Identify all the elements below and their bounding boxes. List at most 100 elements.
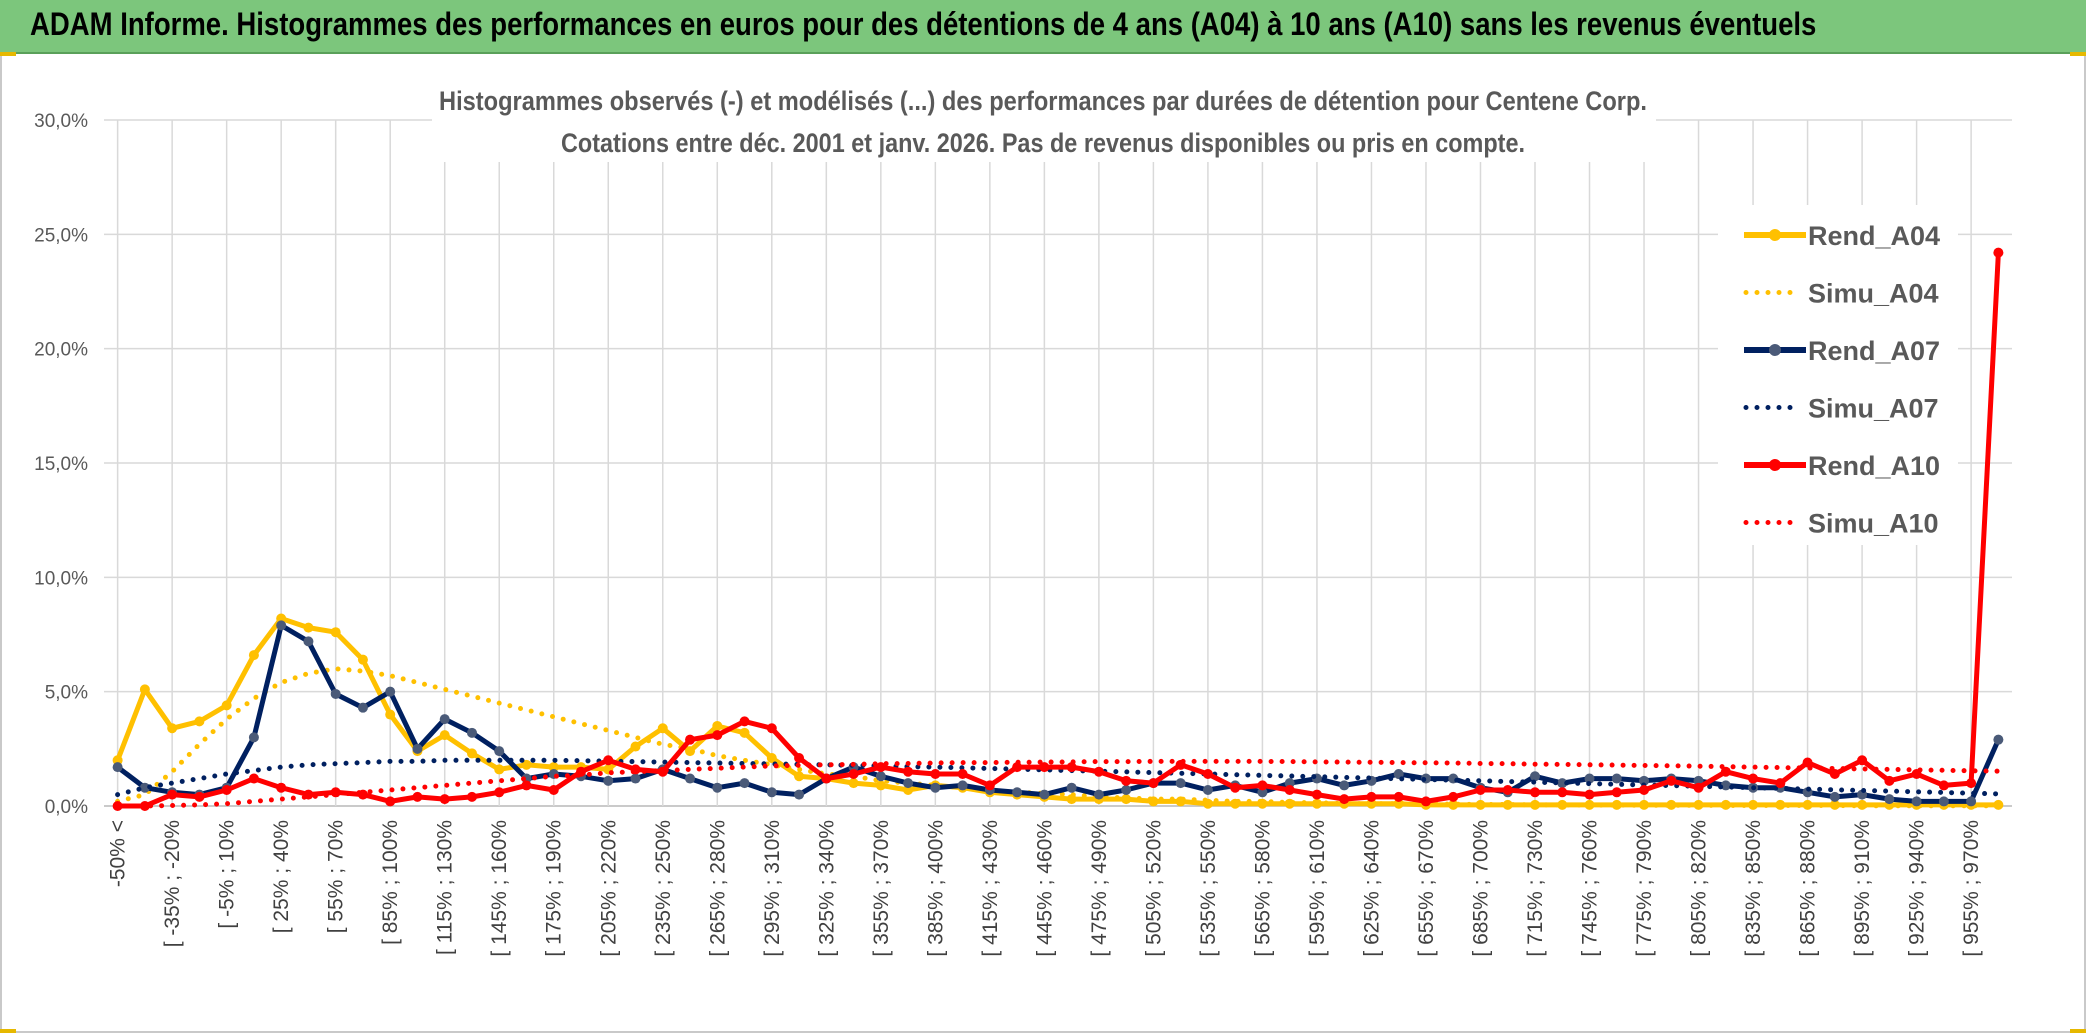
x-tick-label: [ 625% ; 640% [1360, 820, 1383, 957]
data-point [1639, 775, 1650, 786]
data-point [330, 688, 341, 699]
data-point [957, 780, 968, 791]
x-tick-label: [ 295% ; 310% [761, 820, 784, 957]
data-point [712, 730, 723, 741]
data-point [1230, 782, 1241, 793]
data-point [630, 773, 641, 784]
x-tick-label: [ 805% ; 820% [1688, 820, 1711, 957]
data-point [875, 762, 886, 773]
x-tick-label: [ 865% ; 880% [1797, 820, 1820, 957]
data-point [1557, 799, 1568, 810]
corner-mark-top-left [0, 52, 16, 56]
data-point [1012, 787, 1023, 798]
x-tick-label: [ 445% ; 460% [1033, 820, 1056, 957]
legend-marker [1769, 344, 1781, 356]
data-point [1202, 768, 1213, 779]
x-tick-label: [ 595% ; 610% [1306, 820, 1329, 957]
x-tick-label: [ 655% ; 670% [1415, 820, 1438, 957]
data-point [494, 787, 505, 798]
legend-item: Rend_A10 [1744, 451, 1940, 481]
data-point [766, 787, 777, 798]
chart-title-block: Histogrammes observés (-) et modélisés (… [432, 78, 1656, 162]
data-point [1557, 787, 1568, 798]
data-point [766, 723, 777, 734]
legend-item: Simu_A07 [1743, 394, 1939, 424]
legend-label: Simu_A04 [1808, 279, 1939, 309]
data-point [548, 762, 559, 773]
data-point [903, 766, 914, 777]
data-point [167, 789, 178, 800]
x-tick-label: [ -35% ; -20% [161, 820, 184, 947]
x-tick-label: [ 205% ; 220% [597, 820, 620, 957]
data-point [1066, 762, 1077, 773]
data-point [1420, 796, 1431, 807]
data-point [1257, 787, 1268, 798]
data-point [112, 755, 123, 766]
x-tick-label: [ 385% ; 400% [924, 820, 947, 957]
data-point [1093, 789, 1104, 800]
data-point [875, 780, 886, 791]
data-point [112, 762, 123, 773]
data-point [412, 743, 423, 754]
data-point [957, 768, 968, 779]
x-tick-label: [ 835% ; 850% [1742, 820, 1765, 957]
x-tick-label: [ 925% ; 940% [1906, 820, 1929, 957]
report-banner: ADAM Informe. Histogrammes des performan… [0, 0, 2086, 54]
data-point [248, 732, 259, 743]
data-point [930, 768, 941, 779]
data-point [194, 716, 205, 727]
data-point [439, 730, 450, 741]
data-point [303, 622, 314, 633]
x-tick-label: [ 565% ; 580% [1251, 820, 1274, 957]
data-point [1339, 794, 1350, 805]
legend-label: Rend_A07 [1808, 336, 1940, 366]
data-point [794, 771, 805, 782]
data-point [1884, 775, 1895, 786]
legend-label: Rend_A04 [1808, 221, 1940, 251]
chart-legend: Rend_A04 Simu_A04 Rend_A07 Simu_A07 Rend_A10… [1718, 205, 1958, 545]
data-point [1284, 784, 1295, 795]
x-tick-label: [ 325% ; 340% [815, 820, 838, 957]
chart-title-background [432, 78, 1656, 162]
data-point [466, 748, 477, 759]
data-point [1611, 787, 1622, 798]
data-point [412, 791, 423, 802]
data-point [276, 613, 287, 624]
data-point [466, 727, 477, 738]
x-tick-label: [ 535% ; 550% [1197, 820, 1220, 957]
data-point [1938, 796, 1949, 807]
x-tick-label: [ 145% ; 160% [488, 820, 511, 957]
data-point [1175, 778, 1186, 789]
data-point [1775, 778, 1786, 789]
legend-marker [1769, 459, 1781, 471]
data-point [1502, 784, 1513, 795]
data-point [685, 734, 696, 745]
x-tick-label: [ 115% ; 130% [434, 820, 457, 955]
data-point [1584, 773, 1595, 784]
data-point [930, 782, 941, 793]
data-point [984, 780, 995, 791]
data-point [330, 627, 341, 638]
data-point [739, 716, 750, 727]
data-point [630, 741, 641, 752]
x-tick-label: [ 265% ; 280% [706, 820, 729, 957]
data-point [1066, 782, 1077, 793]
data-point [1966, 796, 1977, 807]
data-point [139, 684, 150, 695]
data-point [1257, 780, 1268, 791]
data-point [1720, 780, 1731, 791]
data-point [139, 782, 150, 793]
data-point [439, 794, 450, 805]
legend-item: Simu_A10 [1743, 509, 1939, 539]
data-point [1611, 799, 1622, 810]
y-tick-label: 5,0% [45, 683, 88, 704]
chart-subtitle: Cotations entre déc. 2001 et janv. 2026.… [561, 128, 1525, 158]
data-point [1393, 798, 1404, 809]
data-point [657, 723, 668, 734]
data-point [1366, 791, 1377, 802]
data-point [248, 650, 259, 661]
series-line [116, 622, 2001, 804]
x-tick-label: -50% < [107, 820, 130, 887]
data-point [276, 782, 287, 793]
